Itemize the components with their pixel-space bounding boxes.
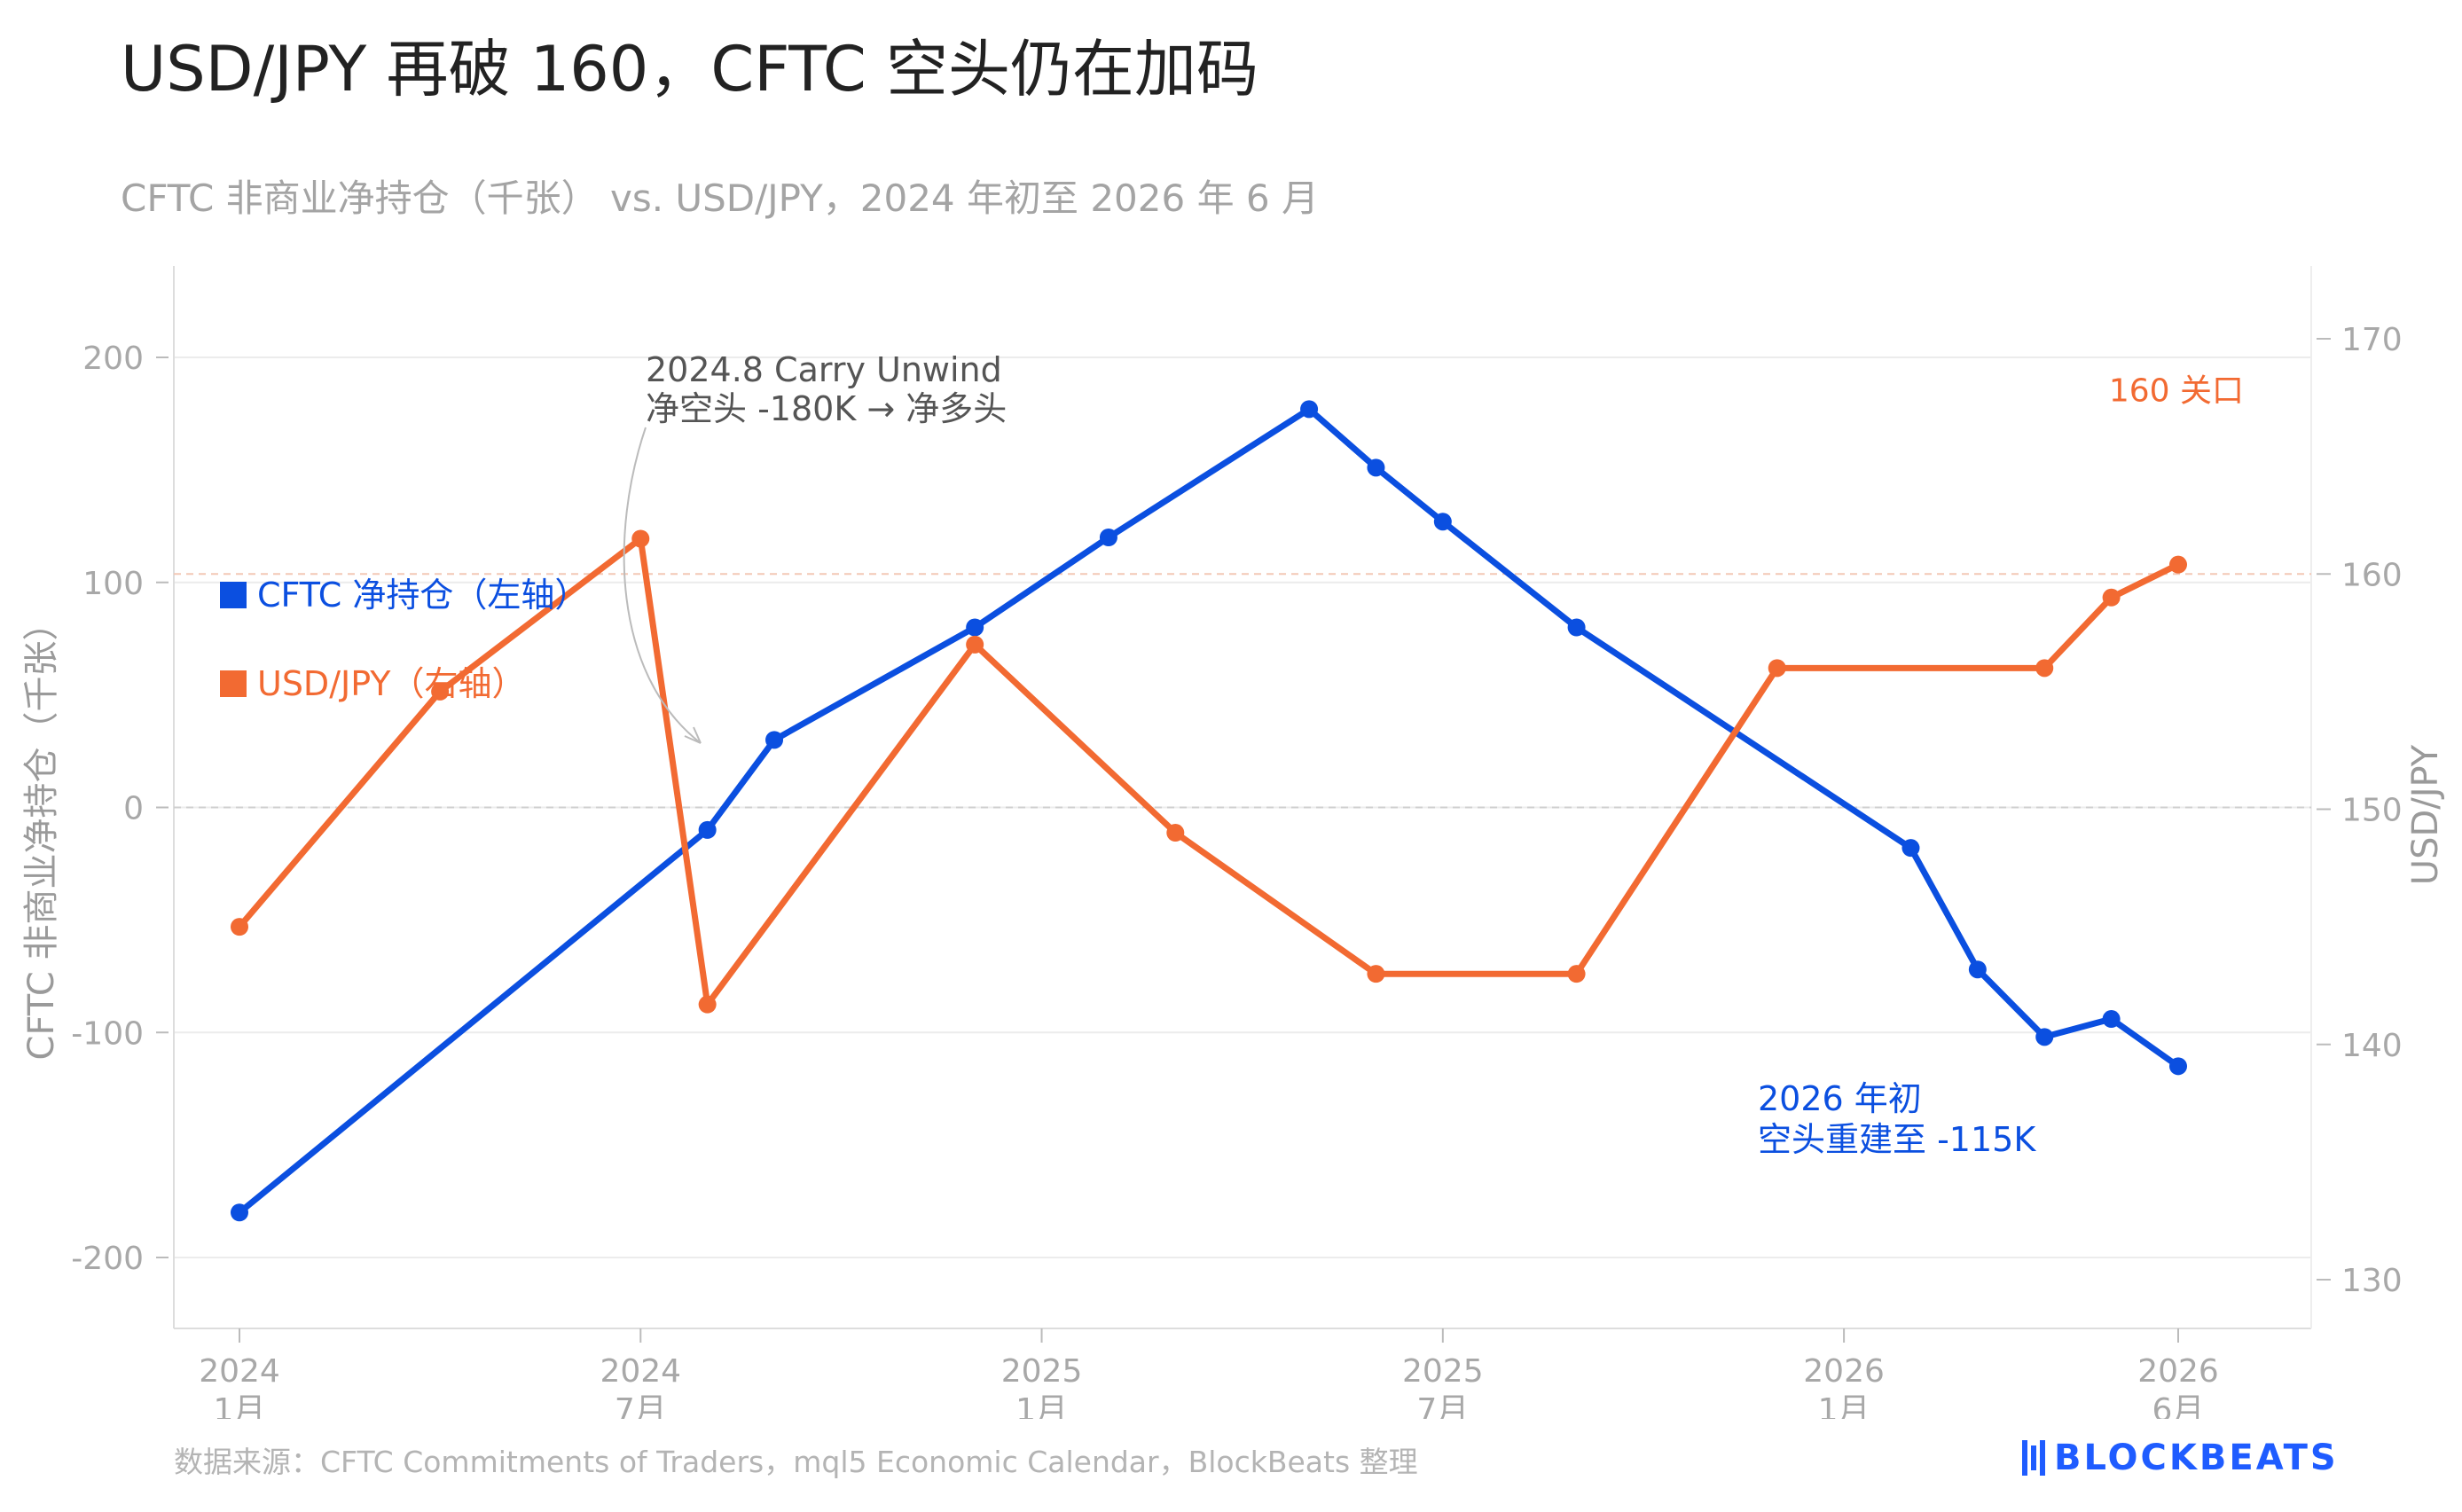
- x-tick-month-label: 1月: [214, 1392, 266, 1419]
- y-right-axis-title: USD/JPY: [2405, 744, 2446, 885]
- cftc-data-point: [2169, 1057, 2187, 1076]
- reference-line-label: 160 关口: [2109, 372, 2244, 409]
- annotation-short-rebuild-line2: 空头重建至 -115K: [1758, 1120, 2036, 1159]
- cftc-data-point: [966, 618, 984, 637]
- usdjpy-data-point: [1768, 659, 1786, 678]
- usdjpy-data-point: [698, 995, 717, 1014]
- cftc-data-point: [231, 1203, 248, 1222]
- legend-label: CFTC 净持仓（左轴）: [257, 576, 588, 615]
- x-tick-year-label: 2025: [1001, 1353, 1083, 1390]
- legend-swatch: [220, 582, 247, 608]
- cftc-data-point: [2102, 1010, 2121, 1029]
- blockbeats-logo: BLOCKBEATS: [2022, 1437, 2339, 1479]
- y-left-tick-label: 0: [123, 791, 144, 827]
- y-right-tick-label: 150: [2341, 793, 2403, 829]
- cftc-data-point: [1901, 839, 1920, 858]
- cftc-data-point: [2035, 1028, 2054, 1046]
- cftc-series-line: [236, 405, 2182, 1216]
- annotation-carry-unwind-line1: 2024.8 Carry Unwind: [646, 350, 1002, 389]
- usdjpy-data-point: [231, 918, 248, 936]
- usdjpy-data-point: [2035, 659, 2054, 678]
- usdjpy-data-point: [2102, 588, 2121, 607]
- x-tick-year-label: 2025: [1402, 1353, 1484, 1390]
- x-tick-year-label: 2024: [600, 1353, 681, 1390]
- cftc-data-point: [1567, 618, 1586, 637]
- cftc-data-point: [698, 820, 717, 839]
- usdjpy-data-point: [2169, 555, 2187, 574]
- x-tick-month-label: 6月: [2152, 1392, 2205, 1419]
- chart-title: USD/JPY 再破 160，CFTC 空头仍在加码: [121, 33, 1259, 106]
- y-left-tick-label: -100: [71, 1015, 144, 1052]
- line-chart: 160 关口 200 100 0 -100 -200 170 160 150 140 130 CFTC…: [21, 266, 2446, 1419]
- x-tick-year-label: 2026: [1803, 1353, 1885, 1390]
- data-source-note: 数据来源：CFTC Commitments of Traders，mql5 Ec…: [174, 1445, 1418, 1479]
- annotation-arrow: [623, 427, 702, 744]
- usdjpy-series-line: [236, 536, 2182, 1008]
- usdjpy-data-point: [1567, 965, 1586, 983]
- cftc-data-point: [1099, 529, 1117, 546]
- annotation-arrowhead: [684, 726, 702, 744]
- y-left-axis-title: CFTC 非商业净持仓（千张）: [21, 606, 62, 1061]
- x-tick-month-label: 1月: [1818, 1392, 1870, 1419]
- x-tick-year-label: 2024: [199, 1353, 280, 1390]
- y-right-tick-label: 130: [2341, 1263, 2403, 1299]
- x-tick-month-label: 1月: [1015, 1392, 1068, 1419]
- x-tick-month-label: 7月: [1416, 1392, 1469, 1419]
- annotation-short-rebuild-line1: 2026 年初: [1758, 1079, 1922, 1118]
- blockbeats-logo-text: BLOCKBEATS: [2054, 1438, 2339, 1478]
- y-left-tick-label: 100: [82, 566, 144, 602]
- cftc-data-point: [765, 731, 784, 749]
- y-left-tick-label: -200: [71, 1241, 144, 1277]
- legend-swatch: [220, 670, 247, 697]
- usdjpy-data-point: [1367, 965, 1385, 983]
- y-left-tick-label: 200: [82, 341, 144, 377]
- annotation-carry-unwind-line2: 净空头 -180K → 净多头: [646, 389, 1007, 428]
- usdjpy-data-point: [966, 635, 984, 654]
- usdjpy-data-point: [1166, 824, 1185, 842]
- x-tick-year-label: 2026: [2137, 1353, 2219, 1390]
- x-tick-month-label: 7月: [615, 1392, 667, 1419]
- blockbeats-logo-icon: [2022, 1440, 2045, 1476]
- usdjpy-data-point: [631, 529, 650, 548]
- legend-label: USD/JPY（右轴）: [257, 664, 526, 703]
- y-right-tick-label: 140: [2341, 1028, 2403, 1064]
- y-right-tick-label: 160: [2341, 557, 2403, 593]
- cftc-data-point: [1367, 458, 1385, 477]
- y-right-tick-label: 170: [2341, 322, 2403, 358]
- usdjpy-data-point: [431, 682, 450, 701]
- cftc-data-point: [1968, 960, 1987, 979]
- cftc-data-point: [1433, 513, 1452, 531]
- chart-subtitle: CFTC 非商业净持仓（千张） vs. USD/JPY，2024 年初至 202…: [121, 176, 1319, 220]
- cftc-data-point: [1300, 400, 1319, 419]
